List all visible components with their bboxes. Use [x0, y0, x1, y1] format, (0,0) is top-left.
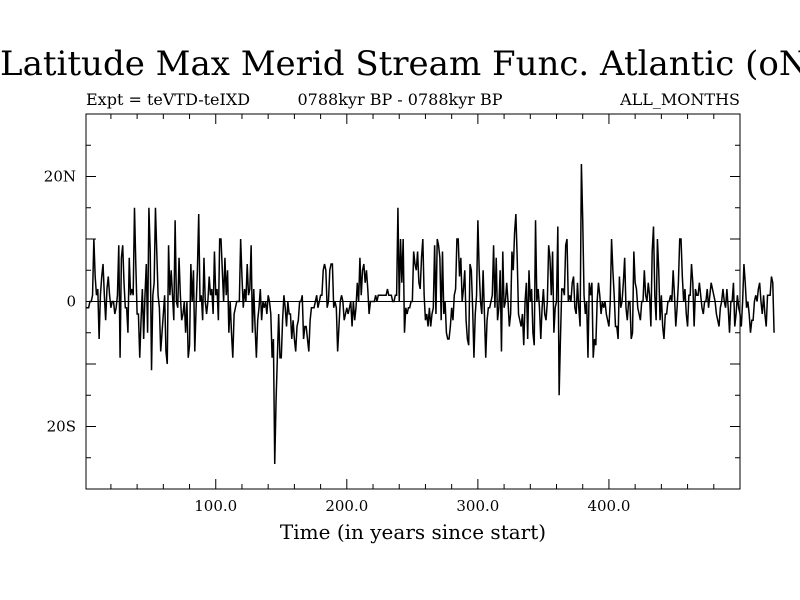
x-tick-label: 300.0 — [456, 497, 499, 515]
x-tick-label: 200.0 — [325, 497, 368, 515]
chart-title: Latitude Max Merid Stream Func. Atlantic… — [0, 44, 800, 84]
period-label: 0788kyr BP - 0788kyr BP — [297, 90, 503, 109]
y-tick-label: 0 — [66, 293, 76, 311]
x-tick-label: 400.0 — [587, 497, 630, 515]
x-tick-label: 100.0 — [194, 497, 237, 515]
experiment-label: Expt = teVTD-teIXD — [86, 90, 251, 109]
y-tick-label: 20N — [44, 168, 76, 186]
months-label: ALL_MONTHS — [620, 90, 740, 109]
y-tick-label: 20S — [47, 418, 76, 436]
series-line — [86, 163, 775, 465]
x-axis-label: Time (in years since start) — [279, 520, 547, 544]
